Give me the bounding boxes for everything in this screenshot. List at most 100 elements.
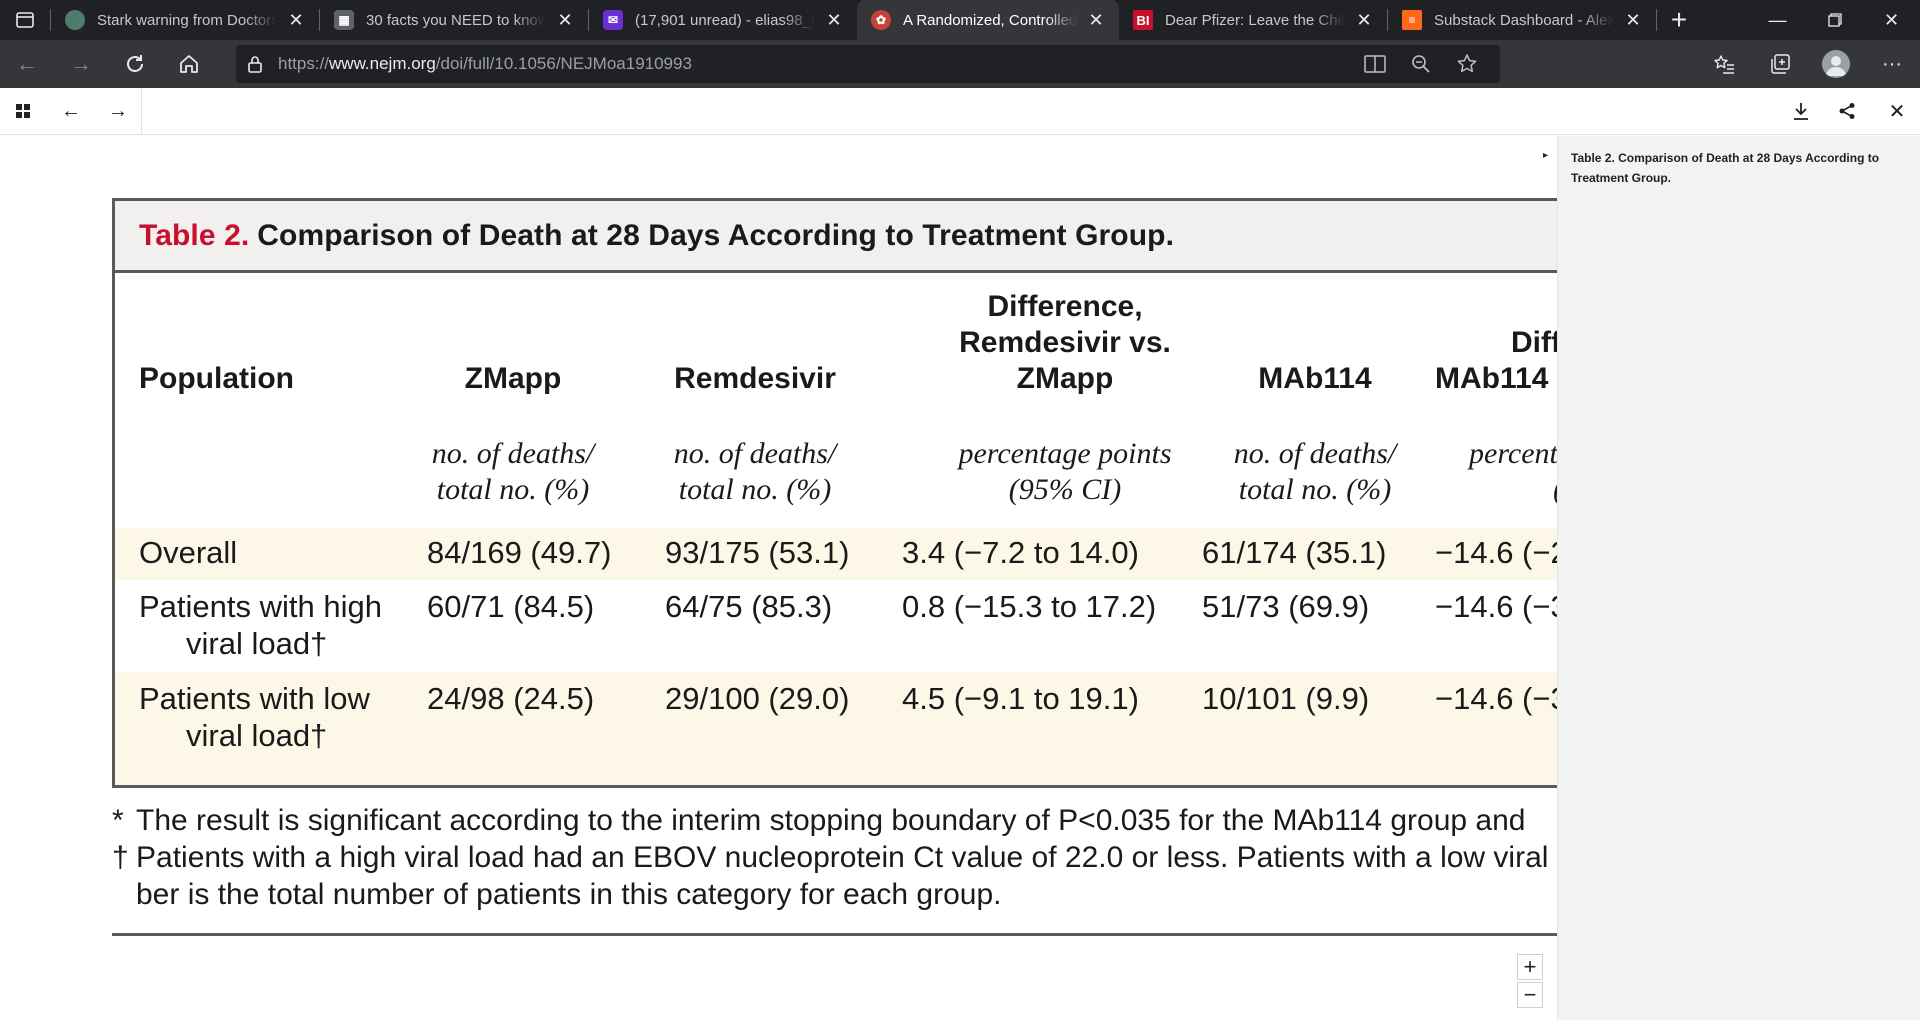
browser-toolbar: ← → https://www.nejm.org/doi/full/10.105… (0, 40, 1920, 88)
window-controls: — ✕ (1749, 0, 1920, 40)
row-population: Overall (139, 535, 238, 570)
header-remdesivir: Remdesivir (674, 362, 836, 395)
table-row: Patients with low viral load† 24/98 (24.… (115, 672, 1557, 785)
cell-difference-1: 3.4 (−7.2 to 14.0) (902, 535, 1139, 570)
footnote-dagger: † Patients with a high viral load had an… (112, 839, 1557, 876)
address-bar-actions (1352, 45, 1490, 83)
tab-title: Stark warning from Doctors (97, 11, 277, 29)
add-favorite-icon[interactable] (1444, 45, 1490, 83)
restore-icon[interactable] (1806, 0, 1863, 40)
close-tab-icon[interactable]: ✕ (826, 9, 842, 30)
cell-mab114: 51/73 (69.9) (1202, 589, 1370, 624)
unit-mab114-line2: total no. (%) (1238, 473, 1392, 506)
zoom-in-button[interactable]: + (1517, 954, 1543, 980)
unit-remdesivir-line1: no. of deaths/ (673, 437, 837, 470)
row-population-line2: viral load† (186, 718, 328, 753)
header-mab114: MAb114 (1258, 362, 1372, 395)
cell-difference-1: 4.5 (−9.1 to 19.1) (902, 681, 1139, 716)
header-diff2-line1: Difference, (1511, 326, 1557, 359)
footnote-dagger-mark: † (112, 841, 129, 874)
tab-nejm-active[interactable]: ✿ A Randomized, Controlled Tri ✕ (857, 0, 1119, 40)
tab-stark-warning[interactable]: Stark warning from Doctors ✕ (51, 0, 319, 40)
close-tab-icon[interactable]: ✕ (288, 9, 304, 30)
collapse-panel-icon[interactable]: ▸ (1534, 136, 1558, 174)
zoom-out-button[interactable]: − (1517, 982, 1543, 1008)
bi-favicon-icon: BI (1133, 10, 1153, 30)
zoom-icon[interactable] (1398, 45, 1444, 83)
tab-30-facts[interactable]: ▦ 30 facts you NEED to know ✕ (320, 0, 588, 40)
share-icon[interactable] (1824, 88, 1870, 134)
forward-icon[interactable]: → (70, 51, 92, 76)
tab-substack[interactable]: ≡ Substack Dashboard - Alexand ✕ (1388, 0, 1656, 40)
unit-diff1-line2: (95% CI) (1008, 473, 1122, 506)
substack-favicon-icon: ≡ (1402, 10, 1422, 30)
tab-pfizer[interactable]: BI Dear Pfizer: Leave the Children ✕ (1119, 0, 1387, 40)
image-viewer-toolbar: ← → ✕ (0, 88, 1920, 135)
unit-diff1-line1: percentage points (958, 437, 1172, 470)
reader-view-icon[interactable] (1352, 45, 1398, 83)
unit-zmapp-line2: total no. (%) (436, 473, 590, 506)
refresh-icon[interactable] (108, 40, 162, 88)
favorites-icon[interactable] (1696, 40, 1752, 88)
cell-difference-2: −14.6 (−32.8 to 4.6) (1435, 589, 1557, 624)
close-tab-icon[interactable]: ✕ (1625, 9, 1641, 30)
minimize-icon[interactable]: — (1768, 9, 1787, 30)
image-caption: Table 2. Comparison of Death at 28 Days … (1571, 151, 1880, 185)
header-difference-1: Difference, Remdesivir vs. ZMapp (905, 289, 1225, 397)
tab-separator (50, 9, 51, 31)
tab-title: Dear Pfizer: Leave the Children (1165, 11, 1345, 29)
avatar-icon (1822, 50, 1850, 78)
row-population-line2: viral load† (186, 626, 328, 661)
collections-icon[interactable] (1752, 40, 1808, 88)
profile-avatar[interactable] (1808, 40, 1864, 88)
unit-difference-2: percentage points (95% CI) (1469, 436, 1557, 508)
tab-mail[interactable]: ✉ (17,901 unread) - elias98_95 ✕ (589, 0, 857, 40)
tab-separator (1656, 9, 1657, 31)
nejm-favicon-icon: ✿ (871, 10, 891, 30)
footnote-dagger-text-line1: Patients with a high viral load had an E… (136, 841, 1557, 874)
table-header: Population ZMapp Remdesivir Difference, … (115, 276, 1557, 529)
previous-image-icon[interactable]: ← (61, 99, 81, 122)
toolbar-divider (141, 88, 142, 134)
close-tab-icon[interactable]: ✕ (1088, 9, 1104, 30)
favicon-icon (65, 10, 85, 30)
header-diff1-line2: Remdesivir vs. (959, 326, 1171, 359)
cell-difference-2: −14.6 (−25.2 to −1.7) (1435, 535, 1557, 570)
tab-actions-icon (16, 12, 34, 28)
url-host: www.nejm.org (329, 54, 436, 73)
cell-mab114: 10/101 (9.9) (1202, 681, 1370, 716)
close-viewer-icon[interactable]: ✕ (1888, 100, 1906, 123)
more-menu-icon[interactable]: ··· (1882, 52, 1902, 75)
back-icon[interactable]: ← (16, 51, 38, 76)
cell-difference-1: 0.8 (−15.3 to 17.2) (902, 589, 1157, 624)
tab-separator (588, 9, 589, 31)
tab-actions-button[interactable] (0, 0, 50, 40)
address-bar[interactable]: https://www.nejm.org/doi/full/10.1056/NE… (236, 45, 1500, 83)
unit-remdesivir: no. of deaths/ total no. (%) (627, 436, 883, 508)
grid-view-icon[interactable] (0, 88, 46, 134)
next-image-icon[interactable]: → (108, 99, 128, 122)
lock-icon[interactable] (236, 45, 274, 83)
footnote-dagger-cont: ber is the total number of patients in t… (112, 876, 1557, 913)
toolbar-right: ··· (1696, 40, 1920, 88)
url-scheme: https:// (278, 54, 330, 73)
new-tab-button[interactable]: + (1670, 4, 1688, 35)
header-diff1-line1: Difference, (987, 290, 1143, 323)
table-figure: Table 2. Comparison of Death at 28 Days … (112, 198, 1557, 936)
close-tab-icon[interactable]: ✕ (1356, 9, 1372, 30)
unit-difference-1: percentage points (95% CI) (905, 436, 1225, 508)
row-population-line1: Patients with low (139, 681, 370, 716)
footnote-dagger-text-line2: ber is the total number of patients in t… (136, 878, 1002, 911)
caption-panel: Table 2. Comparison of Death at 28 Days … (1557, 136, 1920, 1020)
close-window-icon[interactable]: ✕ (1883, 9, 1900, 30)
download-icon[interactable] (1778, 88, 1824, 134)
url-text[interactable]: https://www.nejm.org/doi/full/10.1056/NE… (278, 54, 692, 74)
close-tab-icon[interactable]: ✕ (557, 9, 573, 30)
cell-mab114: 61/174 (35.1) (1202, 535, 1387, 570)
cell-zmapp: 60/71 (84.5) (427, 589, 595, 624)
url-path: /doi/full/10.1056/NEJMoa1910993 (435, 54, 692, 73)
home-icon[interactable] (162, 40, 216, 88)
table-bottom-rule (112, 933, 1557, 936)
row-population: Patients with high viral load† (139, 588, 382, 662)
header-diff1-line3: ZMapp (1016, 362, 1114, 395)
